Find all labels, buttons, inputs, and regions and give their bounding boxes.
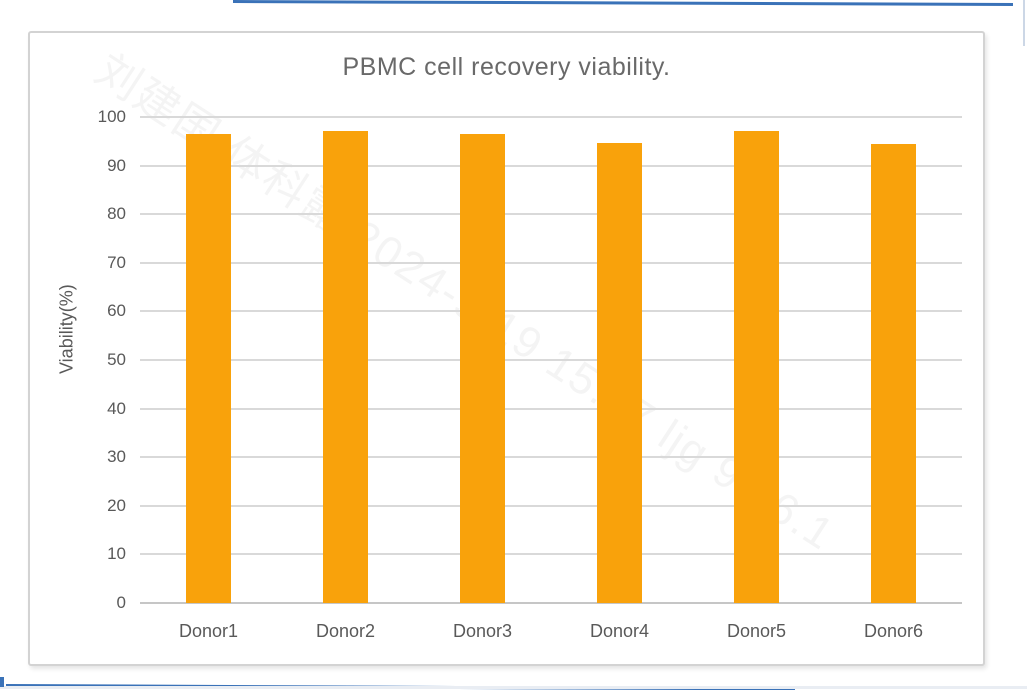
y-tick-label-100: 100 — [97, 107, 126, 126]
x-label-donor4: Donor4 — [589, 621, 650, 641]
x-label-donor1: Donor1 — [178, 621, 239, 641]
x-label-donor2: Donor2 — [315, 621, 376, 641]
bar-donor5 — [734, 130, 779, 603]
bar-donor4 — [597, 142, 642, 603]
gridline-y-10 — [140, 553, 962, 556]
y-tick-label-50: 50 — [107, 350, 126, 369]
y-tick-label-80: 80 — [107, 204, 126, 224]
bar-donor1 — [186, 134, 231, 603]
gridline-y-20 — [140, 504, 962, 507]
y-tick-label-70: 70 — [107, 252, 126, 272]
gridline-y-50 — [140, 359, 962, 361]
blue-border-tick-bottom-left — [0, 677, 4, 687]
gridline-y-60 — [140, 310, 962, 313]
page-bottom-strip — [0, 686, 1027, 689]
x-label-donor6: Donor6 — [863, 621, 924, 641]
bar-donor3 — [460, 134, 505, 603]
y-tick-label-0: 0 — [116, 593, 126, 612]
blue-border-line-top — [232, 0, 1013, 6]
x-label-donor3: Donor3 — [452, 621, 513, 641]
x-label-donor5: Donor5 — [726, 621, 787, 641]
gridline-y-90 — [140, 164, 962, 167]
chart-title: PBMC cell recovery viability. — [342, 53, 671, 81]
chart-frame: 刘建国 体科露 2024-9-19 15:07 ljg 9.16.1 PBMC … — [28, 31, 985, 666]
y-tick-label-30: 30 — [107, 447, 126, 467]
gridline-y-80 — [140, 213, 962, 216]
y-tick-label-60: 60 — [107, 301, 126, 321]
y-tick-label-10: 10 — [107, 544, 126, 564]
y-tick-label-90: 90 — [107, 155, 126, 175]
gridline-y-30 — [140, 456, 962, 459]
gridline-y-40 — [140, 407, 962, 410]
y-tick-label-40: 40 — [107, 398, 126, 418]
y-tick-label-20: 20 — [107, 495, 126, 515]
plot-area — [140, 116, 962, 604]
gridline-y-70 — [140, 261, 962, 264]
gridline-y-0 — [140, 602, 962, 604]
bar-donor6 — [871, 144, 916, 603]
blue-border-line-right-faint — [1023, 0, 1025, 46]
bar-donor2 — [323, 130, 368, 603]
gridline-y-100 — [140, 116, 962, 118]
